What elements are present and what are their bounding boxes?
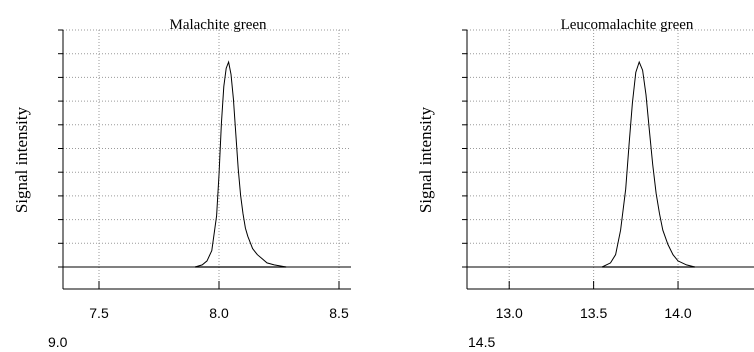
x-tick-label: 8.0 <box>209 305 229 321</box>
x-tick-label: 13.5 <box>580 305 607 321</box>
signal-trace <box>467 60 754 268</box>
x-tick-label-overflow: 9.0 <box>48 334 68 350</box>
malachite-green-chart: Malachite green Signal intensity 7.5 8.0 8… <box>12 17 351 350</box>
signal-trace <box>63 60 351 268</box>
leucomalachite-green-chart: Leucomalachite green Signal intensity 13… <box>416 17 754 350</box>
signal-line <box>63 60 351 268</box>
y-axis-label: Signal intensity <box>12 106 31 213</box>
grid-lines <box>63 29 351 289</box>
axes <box>462 29 754 290</box>
grid-lines <box>467 29 754 289</box>
x-tick-label: 7.5 <box>89 305 109 321</box>
x-ticks: 13.0 13.5 14.0 14.5 <box>468 281 692 350</box>
x-ticks: 7.5 8.0 8.5 9.0 <box>48 281 349 350</box>
x-tick-label: 13.0 <box>496 305 523 321</box>
chart-title: Leucomalachite green <box>561 17 694 33</box>
x-tick-label-overflow: 14.5 <box>468 334 495 350</box>
chart-title: Malachite green <box>169 17 267 33</box>
y-axis-label: Signal intensity <box>416 106 435 213</box>
signal-line <box>467 60 754 268</box>
x-tick-label: 14.0 <box>664 305 691 321</box>
axes <box>58 29 351 290</box>
x-tick-label: 8.5 <box>329 305 349 321</box>
